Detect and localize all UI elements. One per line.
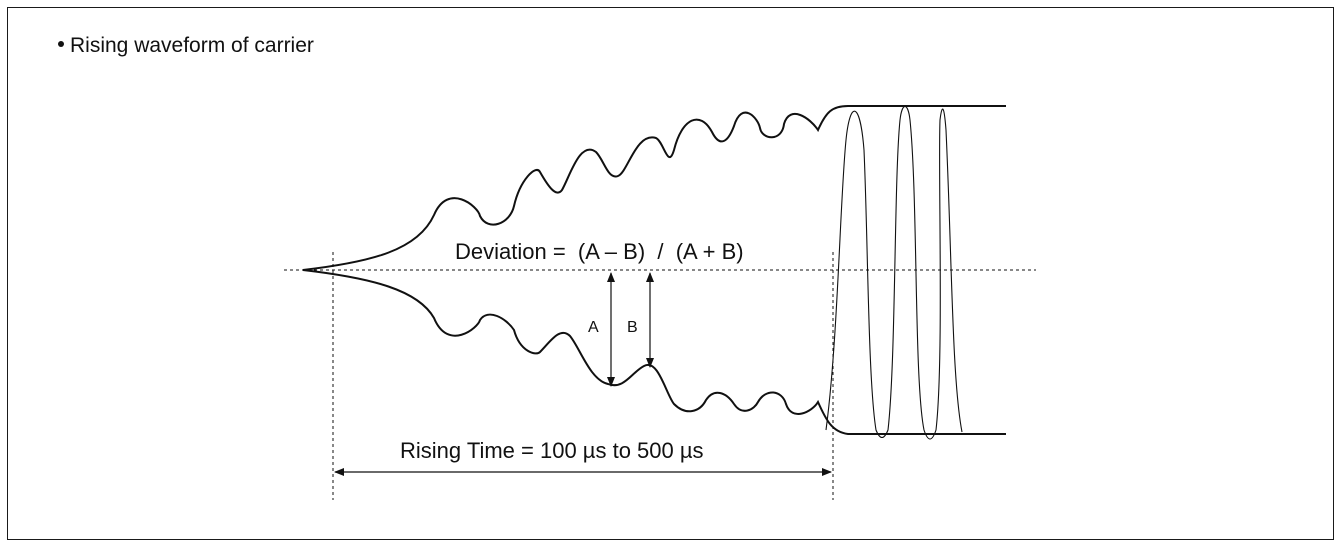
upper-envelope <box>302 105 1006 271</box>
lower-envelope <box>302 269 1006 435</box>
heading-text: Rising waveform of carrier <box>70 34 314 57</box>
rising-time-label: Rising Time = 100 µs to 500 µs <box>400 438 704 463</box>
label-b: B <box>627 319 638 336</box>
diagram-heading: Rising waveform of carrier <box>58 34 314 58</box>
bullet-icon <box>58 41 64 48</box>
deviation-formula: Deviation = (A – B) / (A + B) <box>455 239 744 264</box>
diagram-frame <box>7 7 1334 540</box>
label-a: A <box>588 319 599 336</box>
carrier-oscillation <box>825 105 963 440</box>
